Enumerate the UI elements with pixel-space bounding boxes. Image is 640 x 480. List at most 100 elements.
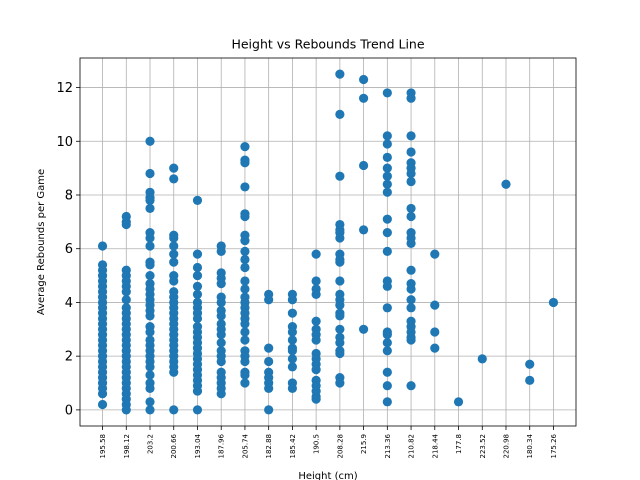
data-point [121, 287, 131, 297]
data-point [240, 356, 250, 367]
data-point [216, 356, 226, 367]
chart-title: Height vs Rebounds Trend Line [231, 37, 424, 52]
data-point [406, 176, 416, 187]
x-tick-label: 198.12 [123, 434, 131, 459]
data-point [406, 168, 416, 179]
data-point [192, 262, 203, 273]
data-point [335, 233, 345, 243]
data-point [169, 367, 179, 377]
data-point [311, 316, 321, 326]
data-point [406, 93, 416, 103]
data-point [287, 354, 298, 364]
data-point [240, 158, 250, 168]
data-point [192, 289, 203, 299]
x-tick-label: 180.34 [526, 433, 534, 458]
data-point [169, 249, 179, 259]
x-tick-label: 205.74 [241, 433, 249, 458]
data-point [145, 168, 155, 179]
data-point [430, 327, 440, 337]
data-point [216, 311, 226, 321]
data-point [406, 381, 416, 391]
data-point [335, 324, 345, 334]
data-point [264, 405, 274, 415]
data-point [287, 295, 298, 305]
x-tick-label: 193.04 [194, 433, 202, 458]
data-point [477, 354, 487, 364]
data-point [382, 397, 392, 407]
data-point [358, 160, 369, 171]
data-point [145, 203, 155, 214]
x-tick-label: 187.96 [218, 433, 226, 458]
data-point [240, 335, 250, 345]
data-point [169, 233, 179, 243]
data-point [311, 276, 321, 286]
data-point [192, 249, 203, 259]
data-point [335, 171, 345, 181]
data-point [121, 219, 131, 230]
data-point [358, 74, 369, 85]
data-point [169, 163, 179, 173]
data-point [335, 378, 345, 388]
data-point [382, 330, 392, 340]
data-point [287, 346, 298, 356]
data-point [406, 284, 416, 294]
data-point [525, 359, 535, 369]
data-point [145, 397, 155, 407]
x-tick-label: 213.36 [384, 433, 392, 458]
data-point [382, 381, 392, 391]
data-point [216, 246, 226, 257]
data-point [240, 378, 250, 388]
data-point [525, 375, 535, 385]
data-point [145, 327, 155, 337]
data-point [216, 297, 226, 308]
y-axis-ticks: 0 2 4 6 8 10 12 [56, 81, 80, 418]
data-point [382, 281, 392, 291]
data-point [311, 249, 321, 259]
data-point [192, 313, 203, 324]
data-point [335, 69, 345, 79]
data-point [145, 233, 155, 243]
data-point [145, 383, 155, 393]
data-point [358, 93, 369, 103]
data-point [382, 171, 392, 181]
data-point [548, 297, 559, 308]
data-point [382, 346, 392, 356]
data-point [335, 348, 345, 359]
data-point [216, 330, 226, 340]
data-point [145, 195, 155, 205]
data-point [382, 227, 392, 238]
data-point [335, 257, 345, 267]
y-tick-label: 8 [65, 188, 73, 203]
data-point [240, 284, 250, 294]
data-point [240, 236, 250, 246]
data-point [406, 335, 416, 345]
data-point [287, 362, 298, 372]
data-point [169, 241, 179, 251]
y-tick-label: 10 [56, 135, 73, 150]
data-point [335, 311, 345, 321]
x-tick-label: 185.42 [289, 434, 297, 459]
data-point [358, 324, 369, 334]
y-tick-label: 0 [65, 403, 73, 418]
x-tick-label: 195.58 [99, 434, 107, 459]
data-point [97, 399, 108, 410]
data-point [192, 195, 203, 205]
data-point [406, 203, 416, 214]
x-tick-label: 177.8 [455, 434, 463, 454]
data-point [382, 152, 392, 162]
data-point [240, 142, 250, 152]
data-point [382, 88, 392, 98]
y-tick-label: 2 [65, 350, 73, 365]
data-point [145, 405, 155, 415]
x-axis-label: Height (cm) [298, 471, 357, 480]
data-points [97, 69, 559, 415]
data-point [169, 257, 179, 267]
data-point [264, 356, 274, 367]
data-point [192, 405, 203, 415]
data-point [335, 276, 345, 286]
x-tick-label: 210.82 [408, 434, 416, 459]
data-point [406, 147, 416, 157]
data-point [240, 182, 250, 192]
x-tick-label: 175.26 [550, 433, 558, 458]
x-tick-label: 215.9 [360, 434, 368, 454]
